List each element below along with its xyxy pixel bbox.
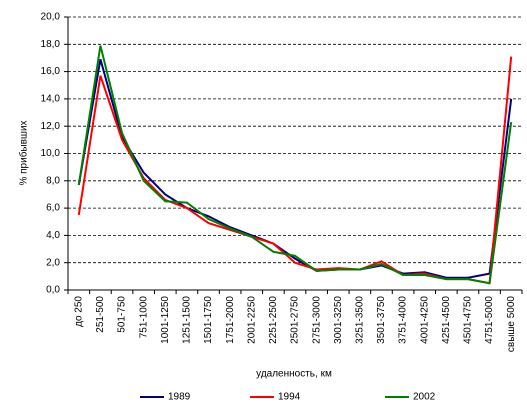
y-tick-label: 8,0 xyxy=(46,175,60,186)
x-tick-label: свыше 5000 xyxy=(506,296,517,353)
x-tick-label: 4001-4250 xyxy=(419,296,430,344)
x-tick-label: 2751-3000 xyxy=(311,296,322,344)
y-tick-label: 10,0 xyxy=(41,148,61,159)
y-tick-label: 12,0 xyxy=(41,121,61,132)
x-tick-label: 2251-2500 xyxy=(268,296,279,344)
y-tick-label: 6,0 xyxy=(46,203,60,214)
y-tick-label: 4,0 xyxy=(46,230,60,241)
x-tick-label: 3751-4000 xyxy=(398,296,409,344)
x-tick-label: 251-500 xyxy=(95,296,106,333)
y-tick-label: 14,0 xyxy=(41,94,61,105)
x-tick-label: 4251-4500 xyxy=(441,296,452,344)
x-tick-label: 1001-1250 xyxy=(160,296,171,344)
x-tick-label: 4501-4750 xyxy=(463,296,474,344)
legend-label: 1994 xyxy=(278,392,301,403)
x-tick-label: 501-750 xyxy=(117,296,128,333)
x-tick-label: 3251-3500 xyxy=(354,296,365,344)
y-tick-label: 0,0 xyxy=(46,285,60,296)
legend-label: 1989 xyxy=(168,392,191,403)
y-tick-label: 16,0 xyxy=(41,66,61,77)
x-tick-label: 751-1000 xyxy=(138,296,149,339)
x-axis-label: удаленность, км xyxy=(256,369,332,380)
x-tick-label: 2501-2750 xyxy=(290,296,301,344)
x-tick-label: 4751-5000 xyxy=(484,296,495,344)
x-tick-label: до 250 xyxy=(73,296,84,327)
x-tick-label: 2001-2250 xyxy=(246,296,257,344)
x-tick-label: 1501-1750 xyxy=(203,296,214,344)
y-tick-label: 2,0 xyxy=(46,257,60,268)
legend-label: 2002 xyxy=(413,392,436,403)
x-tick-label: 3001-3250 xyxy=(333,296,344,344)
x-tick-label: 1251-1500 xyxy=(182,296,193,344)
line-series xyxy=(77,56,513,285)
line-series xyxy=(77,59,513,279)
y-axis-label: % прибывших xyxy=(18,120,30,185)
line-series xyxy=(77,45,513,285)
x-tick-label: 1751-2000 xyxy=(225,296,236,344)
x-tick-label: 3501-3750 xyxy=(376,296,387,344)
y-tick-label: 18,0 xyxy=(41,39,61,50)
y-tick-label: 20,0 xyxy=(41,12,61,23)
